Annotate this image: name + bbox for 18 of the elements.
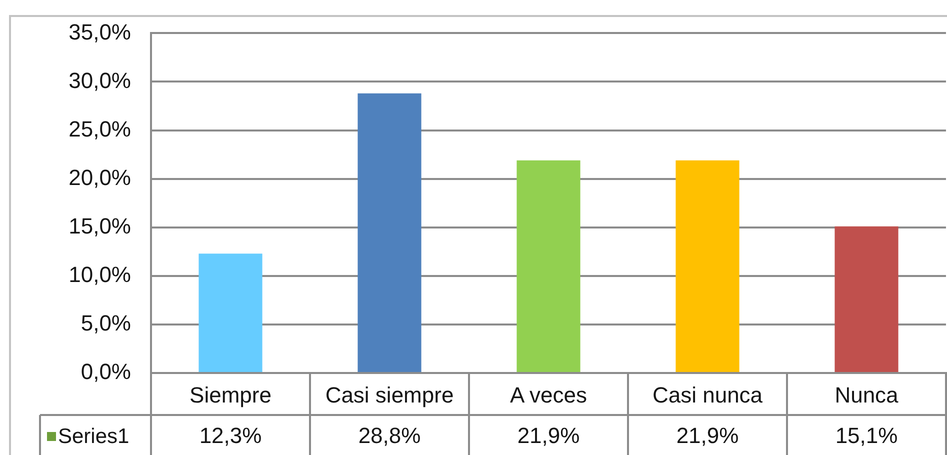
bar — [358, 93, 422, 372]
y-tick-label: 30,0% — [68, 68, 131, 93]
y-tick-label: 5,0% — [80, 310, 131, 336]
bar — [198, 254, 262, 372]
y-tick-label: 20,0% — [68, 164, 131, 190]
y-tick-label: 15,0% — [68, 213, 131, 238]
y-tick-label: 25,0% — [68, 116, 131, 142]
bar — [834, 226, 898, 372]
y-tick-label: 35,0% — [68, 19, 131, 44]
y-tick-label: 10,0% — [68, 262, 131, 287]
bar — [516, 160, 580, 372]
bar — [676, 160, 740, 372]
x-tick-label: Casi siempre — [325, 382, 454, 408]
y-tick-label: 0,0% — [80, 359, 131, 384]
x-tick-label: Casi nunca — [652, 382, 764, 408]
x-tick-label: Siempre — [190, 382, 272, 408]
x-tick-label: Nunca — [834, 382, 900, 408]
x-tick-label: A veces — [510, 382, 588, 408]
